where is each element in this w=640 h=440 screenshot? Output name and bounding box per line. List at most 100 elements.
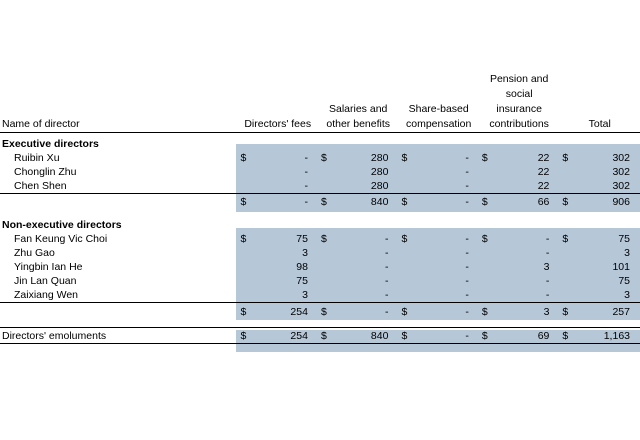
currency-blank	[398, 246, 412, 260]
currency-symbol: $	[478, 302, 493, 319]
subtotal-label-blank	[0, 302, 238, 319]
header-pension-line-2: social	[505, 88, 533, 100]
cell-salaries: 280	[370, 165, 389, 178]
currency-symbol: $	[478, 327, 493, 344]
currency-blank	[398, 274, 412, 288]
currency-blank	[237, 165, 251, 179]
currency-blank	[237, 246, 251, 260]
table-row: Fan Keung Vic Choi $ 75 $ - $ - $ - $ 75	[0, 232, 640, 246]
currency-blank	[398, 179, 412, 194]
cell-sharebased: -	[465, 179, 469, 192]
cell-fees: -	[304, 151, 308, 164]
cell-total: 302	[612, 165, 630, 178]
header-line-row-2: social	[0, 87, 640, 102]
currency-blank	[559, 246, 573, 260]
row-name: Jin Lan Quan	[14, 275, 77, 287]
currency-blank	[479, 165, 493, 179]
currency-blank	[559, 179, 573, 194]
grand-total-sharebased: -	[412, 327, 479, 344]
currency-blank	[237, 179, 251, 194]
row-name: Chonglin Zhu	[14, 165, 77, 178]
cell-sharebased: -	[465, 261, 469, 273]
currency-symbol: $	[237, 192, 252, 209]
cell-total: 75	[618, 275, 630, 287]
currency-symbol: $	[240, 233, 247, 245]
cell-salaries: 280	[370, 179, 389, 192]
subtotal-fees: -	[251, 192, 318, 209]
currency-blank	[479, 179, 493, 194]
table-row: Zaixiang Wen 3 - - - 3	[0, 288, 640, 303]
currency-blank	[318, 288, 332, 303]
subtotal-sharebased: -	[412, 302, 479, 319]
cell-salaries: -	[384, 261, 389, 273]
header-total: Total	[559, 117, 640, 133]
currency-symbol: $	[317, 302, 333, 319]
currency-blank	[398, 288, 412, 303]
cell-total: 3	[624, 247, 630, 259]
header-pension-line-4: contributions	[478, 117, 560, 133]
cell-salaries: -	[384, 247, 389, 259]
cell-pension: 22	[537, 179, 550, 192]
table-row: Chonglin Zhu - 280 - 22 302	[0, 165, 640, 179]
cell-sharebased: -	[465, 289, 469, 301]
section-gap-row	[0, 209, 640, 218]
grand-total-fees: 254	[251, 327, 318, 344]
currency-blank	[318, 246, 332, 260]
cell-pension: 22	[537, 151, 550, 164]
table-row: Yingbin Ian He 98 - - 3 101	[0, 260, 640, 274]
currency-symbol: $	[237, 327, 252, 344]
currency-blank	[318, 179, 332, 194]
subtotal-sharebased: -	[412, 192, 479, 209]
currency-symbol: $	[320, 233, 327, 245]
subtotal-salaries: -	[332, 302, 399, 319]
section-header-executive: Executive directors	[0, 137, 640, 151]
currency-blank	[398, 260, 412, 274]
cell-sharebased: -	[465, 275, 469, 287]
grand-total-label: Directors' emoluments	[0, 327, 238, 344]
grand-total-gap-row	[0, 319, 640, 328]
currency-symbol: $	[562, 233, 569, 245]
header-sharebased-line-2: compensation	[398, 117, 479, 133]
table-row: Ruibin Xu $ - $ 280 $ - $ 22 $ 302	[0, 151, 640, 165]
header-salaries-line-2: other benefits	[317, 117, 399, 133]
currency-symbol: $	[398, 327, 413, 344]
cell-fees: 75	[296, 233, 308, 245]
header-pension-line-3: insurance	[496, 103, 542, 115]
currency-blank	[237, 260, 251, 274]
header-label-row: Name of director Directors' fees other b…	[0, 117, 640, 133]
subtotal-total: 906	[573, 192, 640, 209]
directors-emoluments-table: Pension and social Salaries and Share-ba…	[0, 0, 640, 344]
currency-symbol: $	[317, 327, 333, 344]
header-salaries-line-1: Salaries and	[329, 103, 388, 115]
currency-blank	[479, 246, 493, 260]
grand-total-salaries: 840	[332, 327, 399, 344]
header-name-of-director: Name of director	[0, 117, 238, 133]
currency-blank	[479, 260, 493, 274]
currency-symbol: $	[401, 233, 408, 245]
table-row: Chen Shen - 280 - 22 302	[0, 179, 640, 194]
table-row: Zhu Gao 3 - - - 3	[0, 246, 640, 260]
currency-symbol: $	[481, 151, 488, 164]
currency-blank	[479, 288, 493, 303]
cell-sharebased: -	[465, 151, 469, 164]
currency-blank	[237, 274, 251, 288]
table-body: Executive directors Ruibin Xu $ - $ 280 …	[0, 137, 640, 344]
cell-pension: -	[545, 233, 550, 245]
table-header: Pension and social Salaries and Share-ba…	[0, 0, 640, 137]
row-name: Chen Shen	[14, 179, 67, 192]
currency-blank	[237, 288, 251, 303]
grand-total-pension: 69	[493, 327, 560, 344]
cell-fees: -	[304, 165, 308, 178]
currency-symbol: $	[237, 302, 252, 319]
subtotal-total: 257	[573, 302, 640, 319]
subtotal-pension: 66	[493, 192, 560, 209]
cell-total: 75	[618, 233, 630, 245]
header-line-row-3: Salaries and Share-based insurance	[0, 102, 640, 117]
cell-fees: 98	[296, 261, 308, 273]
header-pension-line-1: Pension and	[489, 73, 549, 85]
cell-salaries: -	[384, 275, 389, 287]
cell-total: 302	[612, 151, 630, 164]
subtotal-row-non-executive: $ 254 $ - $ - $ 3 $ 257	[0, 302, 640, 319]
cell-salaries: -	[384, 233, 389, 245]
